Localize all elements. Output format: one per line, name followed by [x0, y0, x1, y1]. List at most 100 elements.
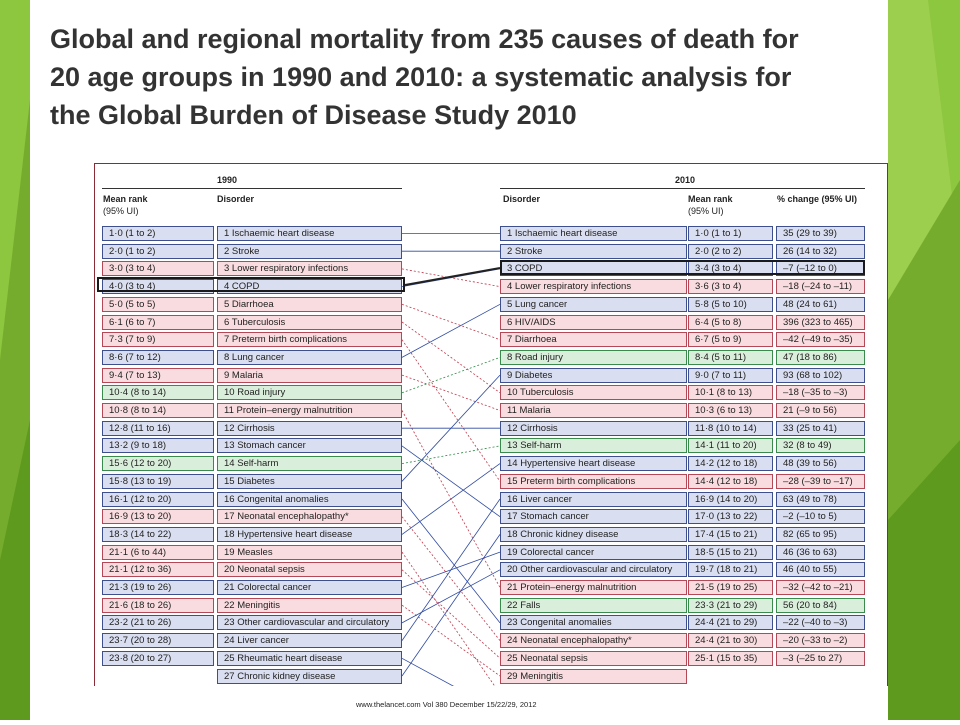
rank-connection-line [401, 463, 501, 535]
right-mean-rank-cell: 25·1 (15 to 35) [688, 650, 773, 666]
header-ui-right: (95% UI) [688, 206, 724, 216]
left-disorder-cell: 21 Colorectal cancer [217, 580, 402, 595]
right-pct-change-cell: 63 (49 to 78) [776, 491, 865, 507]
left-disorder-cell: 25 Rheumatic heart disease [217, 650, 402, 666]
right-mean-rank-cell: 18·5 (15 to 21) [688, 544, 773, 560]
left-mean-rank-cell: 1·0 (1 to 2) [102, 226, 214, 241]
right-disorder-cell: 18 Chronic kidney disease [500, 526, 687, 542]
right-pct-change-cell: 26 (14 to 32) [776, 243, 865, 259]
right-pct-change-cell: 48 (24 to 61) [776, 296, 865, 312]
copd-2010-highlight [500, 260, 865, 275]
right-disorder-cell: 16 Liver cancer [500, 491, 687, 507]
left-disorder-cell: 3 Lower respiratory infections [217, 261, 402, 277]
header-mean-rank-right: Mean rank [688, 194, 733, 204]
rank-change-figure: 1990 2010 Mean rank (95% UI) Disorder Di… [94, 163, 888, 686]
right-pct-change-cell: 396 (323 to 465) [776, 314, 865, 330]
right-pct-change-cell: –2 (–10 to 5) [776, 509, 865, 525]
rank-connection-line [401, 339, 501, 482]
right-disorder-cell: 23 Congenital anomalies [500, 615, 687, 631]
left-disorder-cell: 27 Chronic kidney disease [217, 668, 402, 684]
rank-connection-line [401, 551, 496, 686]
right-pct-change-cell: 93 (68 to 102) [776, 367, 865, 383]
slide-title: Global and regional mortality from 235 c… [50, 20, 870, 134]
right-disorder-cell: 13 Self-harm [500, 438, 687, 454]
slide-accent-right [888, 0, 960, 720]
left-disorder-cell: 19 Measles [217, 544, 402, 560]
right-mean-rank-cell: 23·3 (21 to 29) [688, 597, 773, 613]
right-pct-change-cell: 82 (65 to 95) [776, 526, 865, 542]
right-pct-change-cell: 47 (18 to 86) [776, 349, 865, 365]
header-pct-change: % change (95% UI) [777, 194, 858, 204]
right-disorder-cell: 22 Falls [500, 597, 687, 613]
left-disorder-cell: 11 Protein–energy malnutrition [217, 403, 402, 418]
right-mean-rank-cell: 14·4 (12 to 18) [688, 473, 773, 489]
right-disorder-cell: 2 Stroke [500, 243, 687, 259]
right-mean-rank-cell: 5·8 (5 to 10) [688, 296, 773, 312]
right-mean-rank-cell: 16·9 (14 to 20) [688, 491, 773, 507]
right-mean-rank-cell: 11·8 (10 to 14) [688, 420, 773, 436]
rank-connection-line [401, 498, 501, 624]
rank-connection-line [401, 516, 501, 641]
left-mean-rank-cell: 6·1 (6 to 7) [102, 314, 214, 330]
right-pct-change-cell: 56 (20 to 84) [776, 597, 865, 613]
left-disorder-cell: 9 Malaria [217, 367, 402, 383]
header-ui-left: (95% UI) [103, 206, 139, 216]
right-disorder-cell: 19 Colorectal cancer [500, 544, 687, 560]
right-mean-rank-cell: 19·7 (18 to 21) [688, 562, 773, 578]
slide-title-line-3: the Global Burden of Disease Study 2010 [50, 100, 577, 130]
left-mean-rank-cell: 9·4 (7 to 13) [102, 367, 214, 383]
right-mean-rank-cell: 9·0 (7 to 11) [688, 367, 773, 383]
right-pct-change-cell: 32 (8 to 49) [776, 438, 865, 454]
left-disorder-cell: 24 Liver cancer [217, 633, 402, 649]
right-disorder-cell: 8 Road injury [500, 349, 687, 365]
right-disorder-cell: 5 Lung cancer [500, 296, 687, 312]
year-heading-2010: 2010 [675, 175, 696, 185]
year-heading-1990: 1990 [217, 175, 238, 185]
left-mean-rank-cell: 16·9 (13 to 20) [102, 509, 214, 525]
left-mean-rank-cell: 15·6 (12 to 20) [102, 456, 214, 472]
right-pct-change-cell: –18 (–24 to –11) [776, 279, 865, 295]
rank-connection-line [401, 374, 501, 411]
left-mean-rank-cell: 16·1 (12 to 20) [102, 491, 214, 507]
rank-connection-line [401, 303, 501, 341]
right-mean-rank-cell: 6·7 (5 to 9) [688, 332, 773, 348]
right-mean-rank-cell: 14·2 (12 to 18) [688, 456, 773, 472]
right-mean-rank-cell: 2·0 (2 to 2) [688, 243, 773, 259]
right-pct-change-cell: –22 (–40 to –3) [776, 615, 865, 631]
rank-connection-line [401, 498, 501, 641]
rank-connection-line [401, 445, 501, 464]
right-disorder-cell: 17 Stomach cancer [500, 509, 687, 525]
right-pct-change-cell: 46 (40 to 55) [776, 562, 865, 578]
rank-connection-line [401, 534, 501, 677]
left-disorder-cell: 6 Tuberculosis [217, 314, 402, 330]
left-mean-rank-cell: 23·2 (21 to 26) [102, 615, 214, 631]
right-disorder-cell: 1 Ischaemic heart disease [500, 226, 687, 241]
left-mean-rank-cell: 12·8 (11 to 16) [102, 420, 214, 436]
right-mean-rank-cell: 24·4 (21 to 30) [688, 633, 773, 649]
right-disorder-cell: 12 Cirrhosis [500, 420, 687, 436]
left-mean-rank-cell: 21·6 (18 to 26) [102, 597, 214, 613]
right-mean-rank-cell: 1·0 (1 to 1) [688, 226, 773, 241]
slide-title-line-1: Global and regional mortality from 235 c… [50, 24, 799, 54]
right-disorder-cell: 15 Preterm birth complications [500, 473, 687, 489]
right-disorder-cell: 4 Lower respiratory infections [500, 279, 687, 295]
left-disorder-cell: 14 Self-harm [217, 456, 402, 472]
rank-connection-lines [401, 233, 501, 686]
right-mean-rank-cell: 21·5 (19 to 25) [688, 580, 773, 595]
right-pct-change-cell: 21 (–9 to 56) [776, 403, 865, 418]
right-mean-rank-cell: 8·4 (5 to 11) [688, 349, 773, 365]
right-disorder-cell: 21 Protein–energy malnutrition [500, 580, 687, 595]
citation-footer: www.thelancet.com Vol 380 December 15/22… [356, 700, 537, 709]
right-pct-change-cell: 33 (25 to 41) [776, 420, 865, 436]
left-disorder-cell: 16 Congenital anomalies [217, 491, 402, 507]
left-mean-rank-cell: 18·3 (14 to 22) [102, 526, 214, 542]
rank-connection-line [401, 604, 501, 677]
right-mean-rank-cell: 10·1 (8 to 13) [688, 385, 773, 401]
left-mean-rank-cell: 13·2 (9 to 18) [102, 438, 214, 454]
right-pct-change-cell: –20 (–33 to –2) [776, 633, 865, 649]
left-mean-rank-cell: 23·7 (20 to 28) [102, 633, 214, 649]
left-mean-rank-cell: 23·8 (20 to 27) [102, 650, 214, 666]
left-disorder-cell: 12 Cirrhosis [217, 420, 402, 436]
left-mean-rank-cell: 2·0 (1 to 2) [102, 243, 214, 259]
right-mean-rank-cell: 10·3 (6 to 13) [688, 403, 773, 418]
